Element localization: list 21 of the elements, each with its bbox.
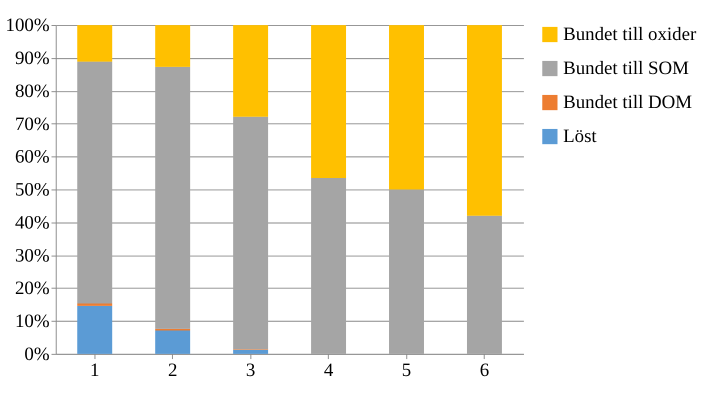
legend-label: Bundet till DOM xyxy=(563,92,692,114)
y-tick-label: 50% xyxy=(14,180,50,201)
x-tick-label: 3 xyxy=(246,360,256,382)
x-tick-label: 5 xyxy=(402,360,412,382)
legend-label: Löst xyxy=(563,126,598,148)
y-tick-label: 10% xyxy=(14,311,50,332)
x-tick-label: 4 xyxy=(324,360,334,382)
y-tick-label: 100% xyxy=(6,15,50,36)
x-tick-label: 1 xyxy=(90,360,100,382)
x-tick-label: 6 xyxy=(480,360,490,382)
y-tick-label: 30% xyxy=(14,245,50,266)
x-tick-label: 2 xyxy=(168,360,178,382)
legend-label: Bundet till SOM xyxy=(563,58,690,80)
y-tick-label: 80% xyxy=(14,80,50,102)
y-tick-label: 90% xyxy=(14,48,50,70)
y-tick-label: 70% xyxy=(14,114,50,135)
legend-label: Bundet till oxider xyxy=(563,24,697,46)
y-tick-label: 60% xyxy=(14,146,50,168)
y-tick-label: 40% xyxy=(14,212,50,234)
y-tick-label: 0% xyxy=(24,344,50,366)
y-tick-label: 20% xyxy=(14,278,50,300)
